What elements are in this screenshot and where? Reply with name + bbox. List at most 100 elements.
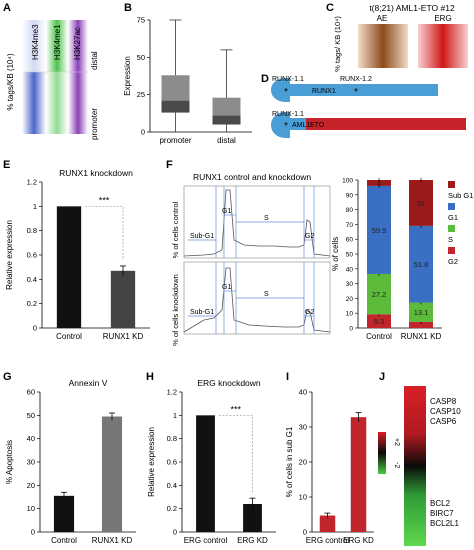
region-label-promoter: promoter (90, 108, 99, 140)
aml1-bar (286, 118, 306, 130)
chart-g-ytick-label: 20 (27, 481, 35, 490)
runx1-name: RUNX1 (312, 88, 336, 95)
chart-f-segment-g1 (409, 225, 433, 303)
chart-g-xtick-label: RUNX1 KD (92, 536, 133, 545)
runx1-star-2: * (354, 87, 358, 98)
chart-f-xtick-label: Control (366, 332, 392, 341)
panel-c-col-erg: ERG (434, 14, 451, 23)
chart-b-xtick-label: distal (217, 136, 236, 145)
aml1-name: AML1 (292, 122, 310, 129)
gene-casp10: CASP10 (430, 407, 461, 416)
chart-f-xtick-label: RUNX1 KD (401, 332, 442, 341)
panel-c-col-ae: AE (377, 14, 388, 23)
track-label-h3k4me3: H3K4me3 (31, 24, 40, 60)
chart-e-xtick-label: Control (56, 332, 82, 341)
chart-f-legend-label: G1 (448, 213, 458, 222)
chart-f-segment-label: 31 (417, 199, 425, 208)
chart-h-ylabel: Relative expression (147, 427, 156, 497)
chart-e-xtick-label: RUNX1 KD (103, 332, 144, 341)
chart-f-segment-s (367, 273, 391, 315)
chart-f-segment-sub-g1 (409, 180, 433, 226)
panel-h-barchart: ERG knockdown 0 0.2 0.4 0.6 0.8 1 1.2 Relative e… (147, 378, 276, 545)
chart-i-ytick-label: 20 (299, 458, 307, 467)
chart-i-ytick-label: 30 (299, 423, 307, 432)
chart-f-ylabel: % of cells (332, 237, 340, 271)
panel-f-ylabel-top: % of cells control (171, 201, 180, 258)
chart-b-ylabel: Expression (123, 56, 132, 96)
chart-h-bar (243, 504, 262, 532)
chart-f-segment-label: 51.8 (414, 260, 429, 269)
gene-bcl2l1: BCL2L1 (430, 519, 459, 528)
chart-h-ytick-label: 0.2 (167, 504, 177, 513)
panel-j-scale-bar (378, 432, 386, 474)
chart-g-ytick-label: 0 (31, 528, 35, 537)
aml1-label-1-1: RUNX-1.1 (272, 111, 304, 118)
chart-f-ytick-label: 30 (346, 281, 354, 288)
chart-f-legend-label: S (448, 235, 453, 244)
panel-label-f: F (166, 159, 173, 171)
panel-c-chip-heatmap: t(8;21) AML1-ETO #12 AE ERG % tags/ KB (… (333, 3, 468, 72)
panel-label-j: J (379, 371, 386, 383)
chart-f-segment-label: 9.3 (374, 317, 384, 326)
panel-label-d: D (261, 73, 269, 85)
runx1-star-1: * (284, 87, 288, 98)
chart-f-segment-g2 (367, 314, 391, 328)
panel-j-heatmap: +2 -2 CASP8 CASP10 CASP6 BCL2 BIRC7 BCL2… (378, 386, 461, 546)
chart-e-ytick-label: 0.6 (27, 251, 37, 260)
chart-e-ytick-label: 1 (33, 202, 37, 211)
chart-f-legend-swatch (448, 225, 455, 232)
panel-i-barchart: 0 10 20 30 40 % of cells in sub G1 ERG control… (285, 388, 374, 546)
aml1-cap (271, 112, 290, 138)
gate-s-knockdown: S (264, 291, 269, 298)
chart-f-ytick-label: 20 (346, 296, 354, 303)
runx1-label-1-1: RUNX-1.1 (272, 76, 304, 83)
chart-e-ylabel: Relative expression (5, 220, 14, 290)
chart-b-box-upper (161, 75, 190, 101)
chart-i-ytick-label: 10 (299, 493, 307, 502)
chart-b-ytick-label: 25 (137, 90, 145, 99)
gene-casp8: CASP8 (430, 397, 457, 406)
chart-e-ytick-label: 0.8 (27, 226, 37, 235)
chart-b-ytick-label: 50 (137, 53, 145, 62)
track-h3k4me3 (22, 20, 46, 134)
panel-d-schematic: RUNX-1.1 RUNX-1.2 * * RUNX1 RUNX-1.1 * A… (271, 76, 466, 138)
gate-subg1-knockdown: Sub-G1 (190, 309, 214, 316)
chart-f-segment-s (409, 302, 433, 322)
track-h3k4me1 (46, 20, 68, 134)
panel-g-barchart: Annexin V 0 10 20 30 40 50 60 % Apoptosis Control… (5, 378, 136, 545)
chart-f-segment-sub-g1 (367, 180, 391, 186)
chart-h-title: ERG knockdown (197, 378, 261, 388)
chart-e-significance: *** (99, 195, 110, 205)
chart-f-ytick-label: 0 (349, 326, 353, 333)
chart-b-box-lower (212, 115, 241, 125)
chart-h-ytick-label: 0.8 (167, 434, 177, 443)
chart-f-segment-label: 59.5 (372, 226, 387, 235)
chart-e-ytick-label: 1.2 (27, 178, 37, 187)
chart-f-segment-label: 13.1 (414, 308, 429, 317)
gate-g1-control: G1 (222, 208, 231, 215)
panel-c-title: t(8;21) AML1-ETO #12 (369, 3, 455, 13)
chart-h-xtick-label: ERG KD (237, 536, 268, 545)
panel-a-heatmap: % tags/KB (10⁴) H3K4me3 H3K4me1 H3K27ac … (6, 20, 99, 140)
chart-b-box-lower (161, 100, 190, 113)
gene-birc7: BIRC7 (430, 509, 454, 518)
chart-i-ytick-label: 40 (299, 388, 307, 397)
chart-b-xtick-label: promoter (159, 136, 191, 145)
region-label-distal: distal (90, 51, 99, 70)
chart-f-ytick-label: 50 (346, 252, 354, 259)
chart-i-bar (350, 417, 367, 532)
gene-bcl2: BCL2 (430, 499, 451, 508)
chart-g-bar (101, 416, 123, 532)
panel-f-ylabel-bottom: % of cells knockdown (171, 274, 180, 346)
chart-g-ylabel: % Apoptosis (5, 440, 14, 484)
histogram-knockdown: Sub-G1 G1 S G2 (183, 261, 331, 335)
chart-e-ytick-label: 0.2 (27, 299, 37, 308)
chart-f-ytick-label: 70 (346, 222, 354, 229)
panel-e-barchart: RUNX1 knockdown 0 0.2 0.4 0.6 0.8 1 1.2 Relative… (5, 168, 150, 341)
chart-g-ytick-label: 60 (27, 388, 35, 397)
chart-f-legend-swatch (448, 181, 455, 188)
chart-e-ytick-label: 0.4 (27, 275, 37, 284)
chart-h-significance: *** (230, 404, 241, 414)
eto-name: ETO (310, 122, 325, 129)
panel-label-g: G (3, 371, 12, 383)
